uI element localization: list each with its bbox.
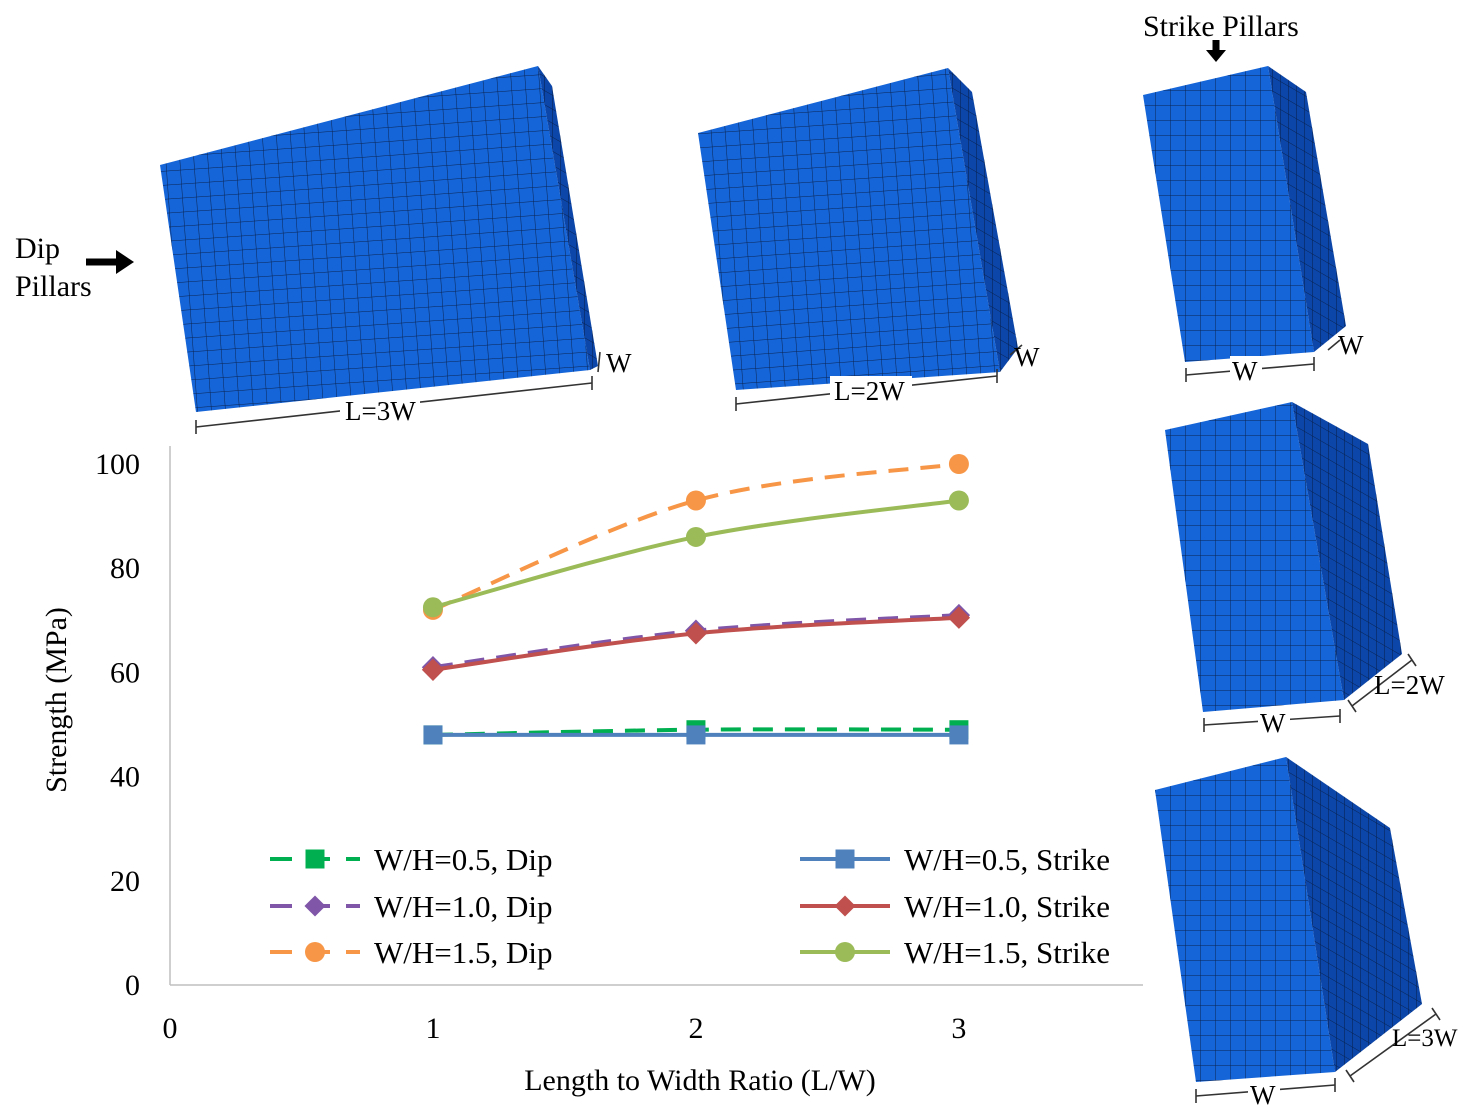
x-tick-label: 2 [688, 1012, 703, 1045]
data-point [685, 526, 706, 547]
y-tick-label: 60 [110, 656, 140, 689]
data-point [423, 725, 443, 745]
dim-label-W-strike1-side: W [1338, 330, 1364, 360]
dip-pillar-block-L2W [698, 68, 1018, 390]
strike-pillars-label: Strike Pillars [1143, 10, 1299, 43]
y-tick-label: 0 [125, 969, 140, 1002]
strike-pillar-block-top [1143, 66, 1346, 362]
data-point [684, 622, 708, 645]
legend-label: W/H=1.5, Strike [904, 935, 1110, 970]
legend-label: W/H=0.5, Dip [374, 842, 553, 877]
data-point [685, 490, 706, 511]
strike-pillar-block-L2W [1165, 402, 1402, 712]
dim-label-W-strike2: W [1260, 708, 1286, 738]
strike-arrow-icon [1206, 40, 1226, 62]
dim-label-L3W: L=3W [345, 396, 416, 426]
legend-swatch-marker [835, 942, 855, 962]
dim-label-W-dip2: W [1014, 342, 1040, 372]
y-tick-label: 20 [110, 865, 140, 898]
block-front-grid [160, 66, 590, 412]
legend-entry: W/H=0.5, Dip [270, 842, 553, 877]
legend-swatch-marker [834, 895, 856, 917]
series-group [421, 454, 971, 745]
data-point [421, 658, 445, 681]
dip-arrow-icon [86, 250, 134, 274]
dim-label-L2W: L=2W [834, 376, 905, 406]
data-point [949, 725, 969, 745]
dip-pillar-block-L3W [160, 66, 598, 412]
x-tick-label: 0 [163, 1012, 178, 1045]
series-line [432, 462, 960, 612]
legend-label: W/H=1.5, Dip [374, 935, 553, 970]
series-w-h-0-5-strike [423, 725, 969, 745]
legend-swatch-marker [835, 849, 855, 869]
legend-entry: W/H=1.0, Strike [800, 889, 1110, 924]
legend-entry: W/H=1.5, Strike [800, 935, 1110, 970]
data-point [947, 606, 971, 629]
legend-entry: W/H=1.5, Dip [270, 935, 553, 970]
y-axis-title: Strength (MPa) [40, 607, 73, 793]
y-tick-label: 40 [110, 761, 140, 794]
strength-chart: 0 20 40 60 80 100 0 1 2 3 Length to Width Ratio … [40, 446, 1143, 1097]
data-point [948, 490, 969, 511]
legend-swatch-marker [304, 895, 326, 917]
dim-label-W-strike3: W [1250, 1080, 1276, 1110]
x-tick-label: 1 [425, 1012, 440, 1045]
series-w-h-1-0-strike [421, 606, 971, 681]
series-w-h-1-5-strike [422, 490, 969, 618]
data-point [948, 454, 969, 474]
dim-label-W-strike1: W [1232, 356, 1258, 386]
x-tick-labels: 0 1 2 3 [163, 1012, 967, 1045]
legend: W/H=0.5, Dip W/H=1.0, Dip W/H=1.5, Dip W/H=… [270, 842, 1110, 970]
dip-pillars-label-line1: Dip [15, 232, 60, 265]
legend-label: W/H=0.5, Strike [904, 842, 1110, 877]
data-point [686, 725, 706, 745]
dip-pillars-label-line2: Pillars [15, 270, 92, 303]
dim-label-L3W-strike: L=3W [1392, 1025, 1458, 1052]
y-tick-label: 80 [110, 552, 140, 585]
strike-pillar-block-L3W [1155, 757, 1422, 1082]
y-tick-labels: 0 20 40 60 80 100 [95, 448, 140, 1002]
x-axis-title: Length to Width Ratio (L/W) [524, 1064, 876, 1097]
dim-label-L2W-strike: L=2W [1374, 670, 1445, 700]
legend-swatch-marker [305, 942, 325, 962]
y-tick-label: 100 [95, 448, 140, 481]
dim-label-W-dip3: W [606, 348, 632, 378]
legend-entry: W/H=0.5, Strike [800, 842, 1110, 877]
x-tick-label: 3 [951, 1012, 966, 1045]
series-line [432, 498, 960, 610]
legend-swatch-marker [305, 849, 325, 869]
data-point [422, 597, 443, 618]
legend-label: W/H=1.0, Strike [904, 889, 1110, 924]
legend-label: W/H=1.0, Dip [374, 889, 553, 924]
legend-entry: W/H=1.0, Dip [270, 889, 553, 924]
